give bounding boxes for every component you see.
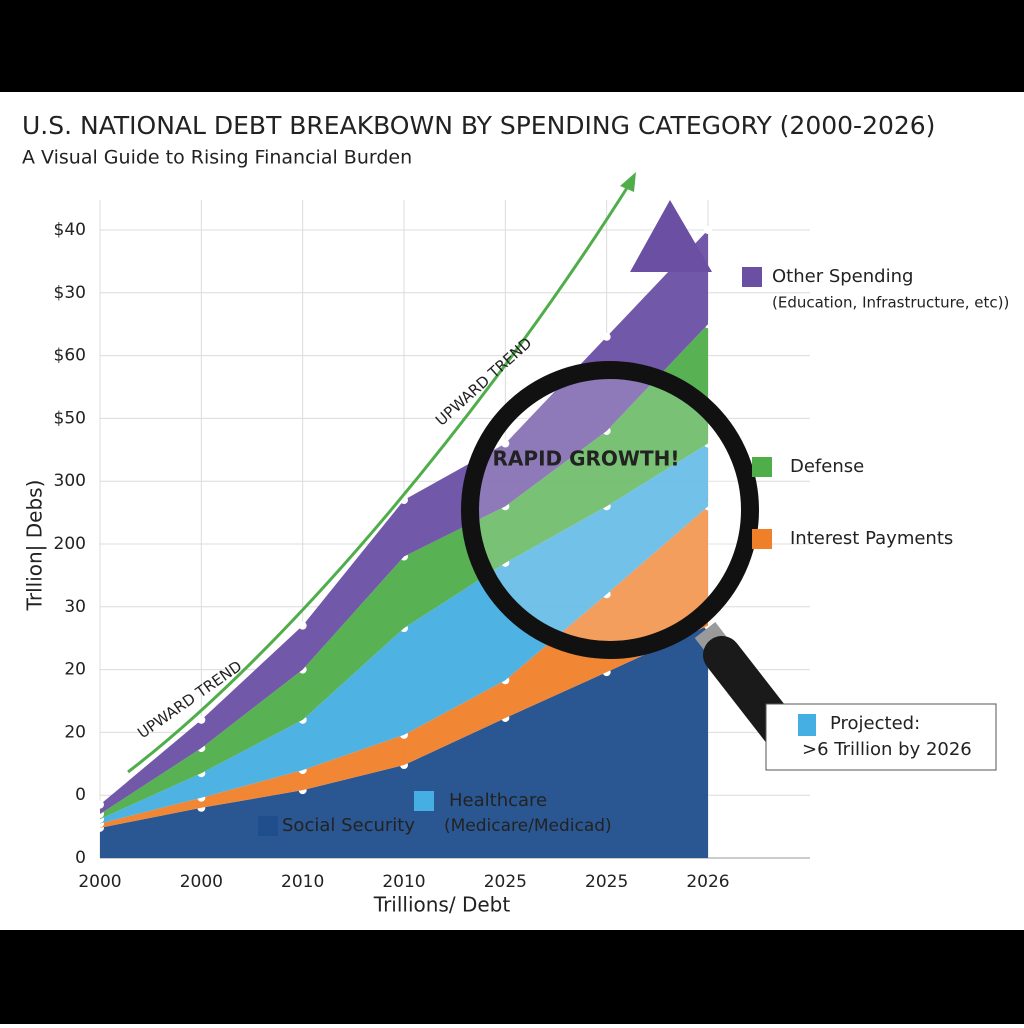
y-tick-label: $60: [54, 346, 86, 366]
annotation: (Medicare/Medicad): [444, 816, 612, 836]
point: [602, 332, 611, 341]
trend-arrow: [127, 179, 634, 774]
legend-label: Interest Payments: [790, 528, 953, 549]
top-band: [0, 0, 1024, 92]
y-axis-label: Trllion| Debs): [23, 480, 47, 612]
x-tick-label: 2010: [281, 872, 324, 892]
x-tick-label: 2010: [382, 872, 425, 892]
y-tick-label: $50: [54, 408, 86, 428]
point: [501, 439, 510, 448]
chart-subtitle: A Visual Guide to Rising Financial Burde…: [22, 147, 412, 169]
annotation: Projected:: [830, 713, 920, 734]
y-tick-label: 0: [75, 785, 86, 805]
point: [704, 226, 712, 234]
legend-swatch: [742, 267, 762, 287]
magnifier-lens: [461, 361, 759, 659]
y-tick-label: $40: [54, 220, 86, 240]
annotation: (Education, Infrastructure, etc)): [772, 294, 1009, 312]
legend-swatch: [752, 457, 772, 477]
trend-arrow-head: [620, 172, 636, 192]
legend-label: Healthcare: [449, 790, 547, 811]
annotation: RAPID GROWTH!: [493, 447, 680, 471]
legend-swatch: [258, 816, 278, 836]
areas: [96, 200, 810, 859]
area: [100, 324, 708, 820]
x-axis-label: Trillions/ Debt: [373, 893, 511, 917]
projection-swatch: [798, 714, 816, 736]
area: [100, 625, 708, 858]
y-tick-label: 30: [64, 597, 86, 617]
x-tick-label: 2025: [484, 872, 527, 892]
y-tick-label: 300: [54, 471, 86, 491]
y-tick-label: 20: [64, 660, 86, 680]
legend-swatch: [414, 791, 434, 811]
area: [100, 443, 708, 824]
x-tick-label: 2000: [78, 872, 121, 892]
y-tick-label: 20: [64, 722, 86, 742]
bottom-band: [0, 930, 1024, 1024]
chart-title: U.S. NATIONAL DEBT BREAKBOWN BY SPENDING…: [22, 111, 935, 140]
y-tick-label: $30: [54, 283, 86, 303]
point: [298, 621, 307, 630]
point: [96, 800, 104, 809]
point: [197, 715, 206, 724]
legend-label: Defense: [790, 456, 864, 477]
x-tick-label: 2000: [180, 872, 223, 892]
x-tick-label: 2025: [585, 872, 628, 892]
legend-swatch: [752, 529, 772, 549]
y-tick-label: 0: [75, 848, 86, 868]
x-tick-label: 2026: [686, 872, 729, 892]
y-tick-label: 200: [54, 534, 86, 554]
legend-label: Social Security: [282, 815, 415, 836]
legend-label: Other Spending: [772, 266, 913, 287]
area: [100, 506, 708, 828]
annotation: >6 Trillion by 2026: [802, 739, 972, 760]
growth-arrow-head: [630, 200, 712, 272]
area: [100, 230, 708, 815]
